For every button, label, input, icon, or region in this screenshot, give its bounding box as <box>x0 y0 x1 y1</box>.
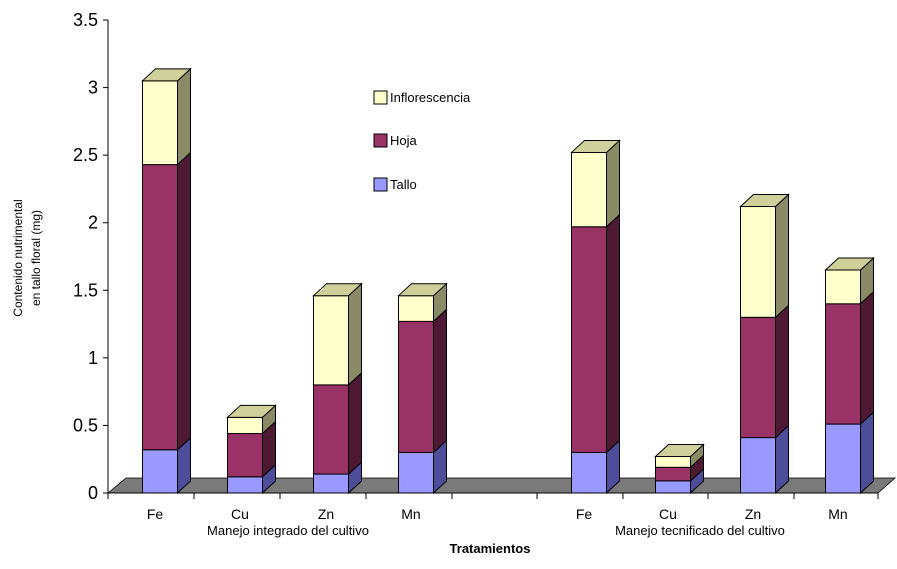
bar-inflorescencia-front <box>227 416 263 435</box>
x-tick-label: Cu <box>231 506 249 522</box>
bar-tallo-front <box>227 476 263 494</box>
group-label: Manejo tecnificado del cultivo <box>615 523 785 538</box>
bar-hoja-side <box>433 308 447 454</box>
bar-hoja-side <box>177 151 191 451</box>
bar-tallo-front <box>313 473 349 494</box>
x-tick-label: Mn <box>828 506 847 522</box>
bar-tallo-front <box>571 451 607 494</box>
bar-inflorescencia-top <box>824 257 875 271</box>
bar-hoja-front <box>740 316 776 439</box>
y-tick-label: 2 <box>88 213 98 233</box>
bar-inflorescencia-top <box>654 444 705 458</box>
bar-tallo-front <box>825 423 861 494</box>
x-axis-title: Tratamientos <box>450 541 531 556</box>
y-tick-label: 0 <box>88 483 98 503</box>
bar-inflorescencia-top <box>739 193 790 207</box>
bar-inflorescencia-side <box>177 67 191 166</box>
bar-inflorescencia-front <box>398 295 434 322</box>
x-tick-label: Zn <box>745 506 761 522</box>
y-tick-label: 1.5 <box>73 280 98 300</box>
bar-hoja-front <box>825 303 861 425</box>
bar-hoja-front <box>571 226 607 453</box>
legend-swatch-inflorescencia <box>373 90 388 105</box>
bar-inflorescencia-top <box>141 68 192 82</box>
bar-hoja-side <box>775 304 789 439</box>
legend-label-inflorescencia: Inflorescencia <box>390 90 471 105</box>
bar-inflorescencia-top <box>397 283 448 297</box>
y-axis-title-line-2: en tallo floral (mg) <box>29 210 43 306</box>
bar-inflorescencia-top <box>570 139 621 153</box>
y-tick-label: 3 <box>88 78 98 98</box>
bar-inflorescencia-side <box>775 193 789 319</box>
bar-tallo-front <box>655 480 691 494</box>
x-tick-label: Mn <box>401 506 420 522</box>
x-tick-label: Zn <box>318 506 334 522</box>
x-tick-label: Fe <box>147 506 164 522</box>
bar-hoja-front <box>227 433 263 478</box>
bar-hoja-side <box>348 371 362 476</box>
y-tick-label: 2.5 <box>73 145 98 165</box>
bar-inflorescencia-front <box>313 295 349 386</box>
y-tick-label: 3.5 <box>73 10 98 30</box>
bar-hoja-front <box>142 164 178 451</box>
x-tick-label: Fe <box>576 506 593 522</box>
legend-label-tallo: Tallo <box>390 177 417 192</box>
bar-tallo-front <box>398 451 434 494</box>
legend-label-hoja: Hoja <box>390 133 418 148</box>
legend-swatch-hoja <box>373 133 388 148</box>
legend: Inflorescencia Hoja Tallo <box>373 90 471 192</box>
bars <box>141 67 875 495</box>
y-tick-label: 0.5 <box>73 415 98 435</box>
bar-hoja-front <box>398 320 434 453</box>
axes: 0 0.5 1 1.5 2 2.5 3 3.5 Fe Cu Zn Mn Fe Cu Zn Mn Manejo i… <box>73 10 879 538</box>
legend-swatch-tallo <box>373 177 388 192</box>
bar-inflorescencia-top <box>312 283 363 297</box>
bar-hoja-front <box>655 466 691 482</box>
bar-inflorescencia-front <box>571 151 607 228</box>
bar-inflorescencia-front <box>655 456 691 468</box>
bar-tallo-side <box>860 410 874 495</box>
bar-hoja-side <box>860 290 874 426</box>
bar-inflorescencia-front <box>740 205 776 318</box>
group-label: Manejo integrado del cultivo <box>207 523 369 538</box>
bar-inflorescencia-front <box>142 80 178 166</box>
bar-inflorescencia-side <box>606 139 620 228</box>
y-axis-title-line-1: Contenido nutrimental <box>11 199 25 316</box>
bar-inflorescencia-side <box>348 282 362 387</box>
bar-hoja-side <box>606 213 620 454</box>
bar-hoja-front <box>313 384 349 475</box>
bar-tallo-front <box>740 437 776 494</box>
bar-inflorescencia-top <box>226 404 277 418</box>
y-tick-label: 1 <box>88 348 98 368</box>
bar-tallo-front <box>142 449 178 494</box>
bar-inflorescencia-front <box>825 269 861 305</box>
x-tick-label: Cu <box>659 506 677 522</box>
